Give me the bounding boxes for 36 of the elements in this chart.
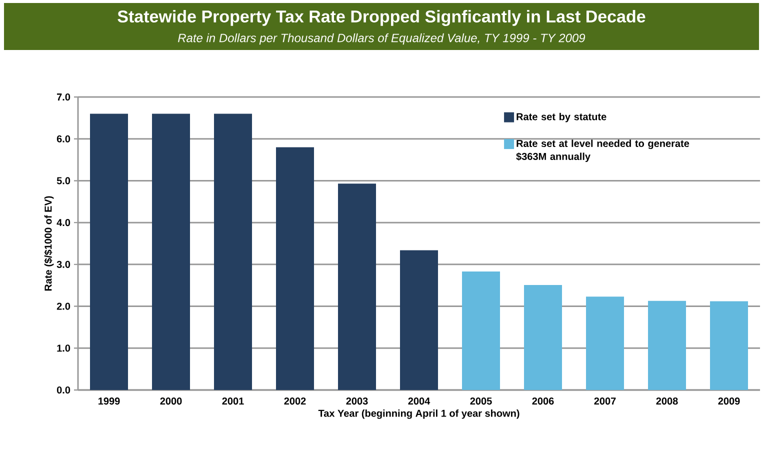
bar xyxy=(338,184,376,390)
chart-title: Statewide Property Tax Rate Dropped Signficantly in Last Decade xyxy=(118,10,646,26)
y-tick-label: 0.0 xyxy=(56,386,70,394)
bar xyxy=(462,272,500,390)
bar xyxy=(524,284,562,390)
x-tick-label: 2003 xyxy=(346,398,368,405)
x-tick-label: 2002 xyxy=(284,398,306,405)
x-axis-title: Tax Year (beginning April 1 of year shown) xyxy=(318,409,520,419)
x-tick-label: 2001 xyxy=(222,398,244,405)
bar xyxy=(710,301,748,390)
legend-label: Rate set at level needed to generate $363M annually xyxy=(516,140,690,162)
x-tick-label: 2004 xyxy=(408,398,430,405)
x-tick-label: 2008 xyxy=(656,398,678,405)
legend-label: Rate set by statute xyxy=(516,112,606,122)
y-axis-title: Rate ($/$1000 of EV) xyxy=(44,196,54,291)
bar xyxy=(400,250,438,390)
y-tick-label: 1.0 xyxy=(57,344,70,352)
y-tick-label: 7.0 xyxy=(56,93,70,101)
x-tick-label: 2000 xyxy=(160,398,182,405)
x-tick-label: 2005 xyxy=(470,398,492,405)
x-tick-label: 2006 xyxy=(532,398,554,405)
bar xyxy=(276,147,314,390)
bar xyxy=(90,114,128,390)
bar xyxy=(152,114,190,390)
y-tick-label: 2.0 xyxy=(56,302,70,310)
bar xyxy=(586,296,624,390)
bar xyxy=(648,300,686,390)
y-tick-label: 6.0 xyxy=(56,135,70,142)
y-tick-label: 3.0 xyxy=(56,260,70,268)
x-tick-label: 1999 xyxy=(98,398,120,405)
chart-subtitle: Rate in Dollars per Thousand Dollars of Equalized Value, TY 1999 - TY 2009 xyxy=(178,33,586,45)
x-tick-label: 2007 xyxy=(594,398,616,405)
bar xyxy=(214,114,252,390)
x-tick-label: 2009 xyxy=(718,398,740,405)
y-tick-label: 4.0 xyxy=(56,219,70,226)
y-tick-label: 5.0 xyxy=(56,177,70,184)
